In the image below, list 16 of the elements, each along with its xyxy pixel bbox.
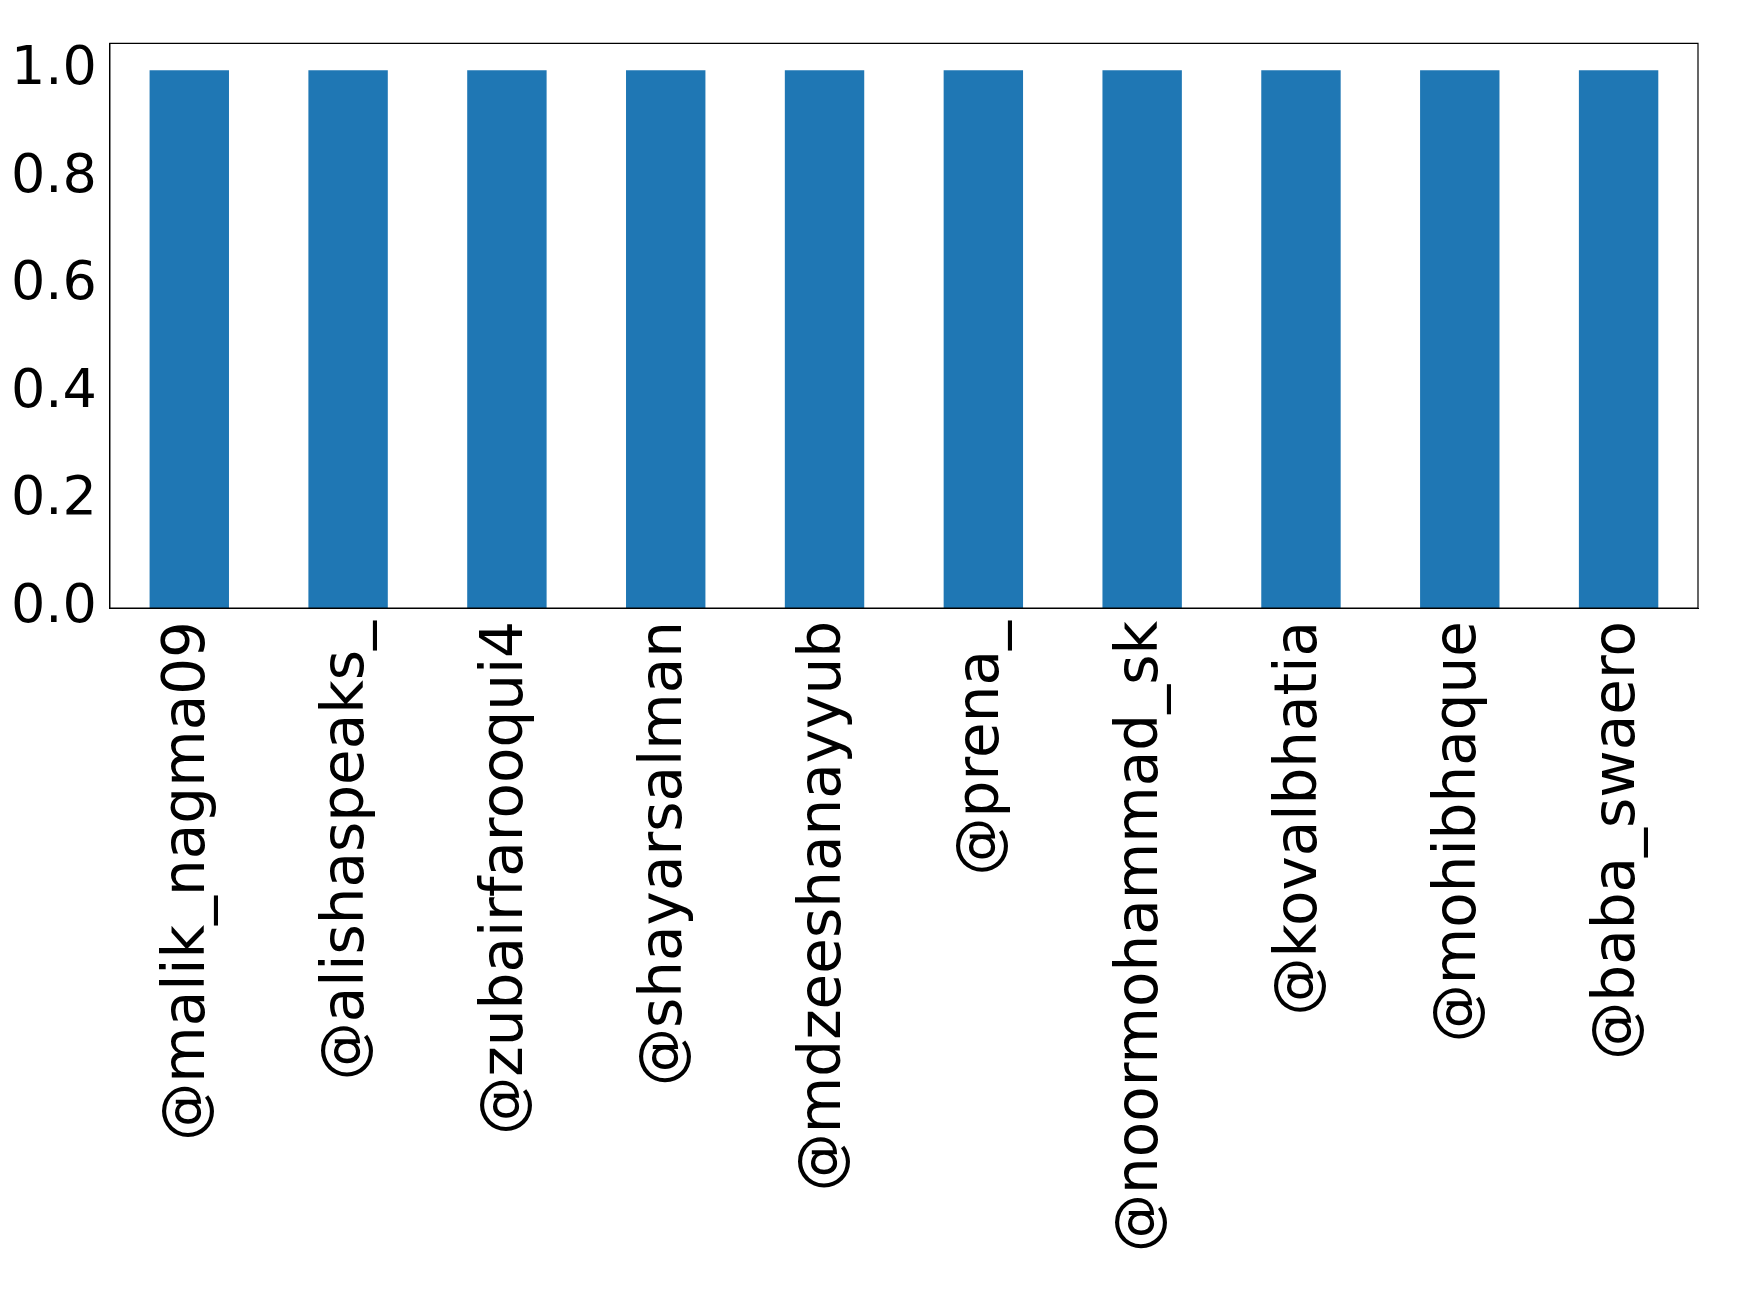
x-tick-label: @mdzeeshanayyub xyxy=(785,621,854,1192)
y-tick-label: 0.4 xyxy=(10,356,97,420)
x-tick-label: @baba_swaero xyxy=(1579,621,1648,1060)
y-tick-label: 0.8 xyxy=(10,141,97,205)
x-tick-label: @prena_ xyxy=(944,620,1013,876)
y-tick-label: 1.0 xyxy=(10,34,97,98)
x-tick-label: @alishaspeaks_ xyxy=(309,620,378,1081)
x-tick-label: @zubairfarooqui4 xyxy=(467,621,536,1135)
x-tick-label: @malik_nagma09 xyxy=(150,621,219,1141)
x-tick-label: @mohibhaque xyxy=(1420,621,1489,1043)
x-tick-label: @kovalbhatia xyxy=(1262,621,1331,1016)
y-tick-label: 0.6 xyxy=(10,249,97,313)
x-tick-label: @noormohammad_sk xyxy=(1103,620,1172,1253)
y-tick-label: 0.0 xyxy=(10,572,97,636)
y-tick-label: 0.2 xyxy=(10,464,97,528)
x-tick-label: @shayarsalman xyxy=(626,621,695,1086)
